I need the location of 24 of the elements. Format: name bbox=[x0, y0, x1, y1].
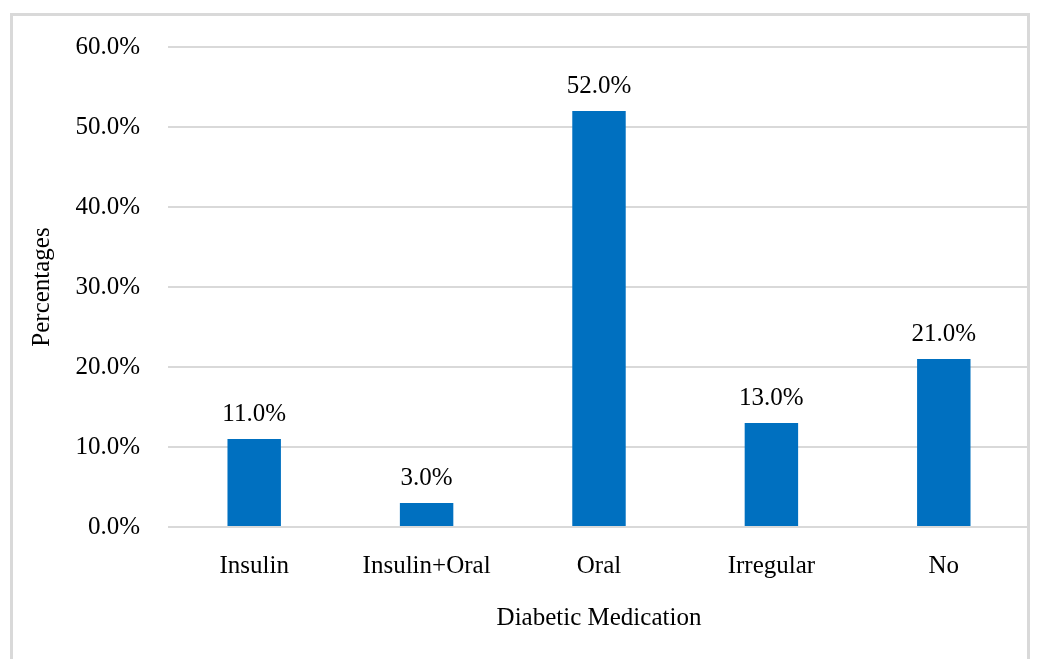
y-axis-title: Percentages bbox=[26, 227, 54, 347]
bar bbox=[227, 439, 281, 526]
y-tick-label: 20.0% bbox=[75, 351, 140, 379]
y-tick-label: 40.0% bbox=[75, 191, 140, 219]
y-tick-label: 60.0% bbox=[75, 31, 140, 59]
x-tick-label: No bbox=[928, 550, 960, 578]
x-tick-label: Insulin+Oral bbox=[362, 550, 491, 578]
bar bbox=[744, 423, 799, 526]
data-label: 21.0% bbox=[911, 319, 977, 347]
y-tick-label: 10.0% bbox=[75, 431, 140, 459]
x-tick-label: Oral bbox=[576, 550, 622, 578]
y-tick-label: 0.0% bbox=[87, 511, 140, 539]
x-axis-title: Diabetic Medication bbox=[496, 602, 702, 630]
x-tick-label: Insulin bbox=[219, 550, 290, 578]
data-label: 13.0% bbox=[739, 383, 804, 411]
x-tick-label: Irregular bbox=[727, 550, 816, 578]
y-tick-label: 30.0% bbox=[75, 271, 140, 299]
data-label: 3.0% bbox=[400, 463, 453, 491]
bar bbox=[572, 111, 626, 526]
bar bbox=[399, 503, 454, 526]
y-tick-label: 50.0% bbox=[75, 111, 140, 139]
data-label: 11.0% bbox=[222, 399, 287, 427]
bar bbox=[917, 359, 971, 526]
data-label: 52.0% bbox=[566, 71, 632, 99]
